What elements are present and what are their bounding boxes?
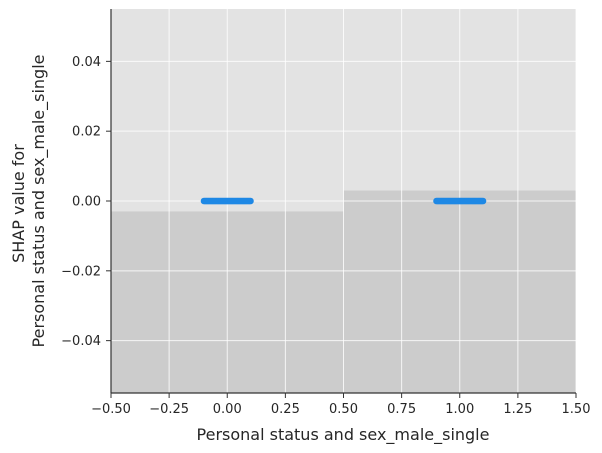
x-axis-ticks: −0.50 −0.25 0.00 0.25 0.50 0.75 1.00 1.25 1.50 [91,393,590,417]
x-tick-label-5: 0.75 [387,402,416,417]
grid-lines [110,9,577,393]
x-tick-label-4: 0.50 [329,402,358,417]
y-tick-label-0: −0.04 [61,334,101,349]
x-tick-label-7: 1.25 [503,402,532,417]
y-tick-label-3: 0.02 [72,125,101,140]
x-tick-label-2: 0.00 [213,402,242,417]
x-tick-label-6: 1.00 [445,402,474,417]
x-axis-label: Personal status and sex_male_single [197,425,490,445]
scatter-points [200,197,487,205]
x-tick-label-8: 1.50 [562,402,591,417]
x-tick-label-3: 0.25 [271,402,300,417]
x-tick-label-0: −0.50 [91,402,131,417]
data-point-cluster-0-39 [247,197,254,205]
data-point-cluster-1-39 [479,197,487,205]
y-axis-ticks: −0.04 −0.02 0.00 0.02 0.04 [61,55,111,349]
y-tick-label-2: 0.00 [72,195,101,210]
x-tick-label-1: −0.25 [149,402,189,417]
y-axis-label-line-2: Personal status and sex_male_single [29,55,49,348]
y-axis-label: SHAP value for Personal status and sex_m… [9,55,49,348]
y-axis-label-line-1: SHAP value for [9,144,28,263]
y-tick-label-1: −0.02 [61,264,101,279]
y-tick-label-4: 0.04 [72,55,101,70]
